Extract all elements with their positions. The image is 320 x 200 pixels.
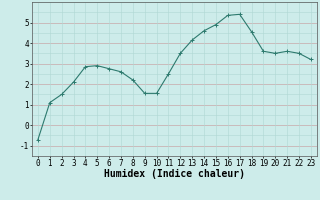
X-axis label: Humidex (Indice chaleur): Humidex (Indice chaleur) — [104, 169, 245, 179]
